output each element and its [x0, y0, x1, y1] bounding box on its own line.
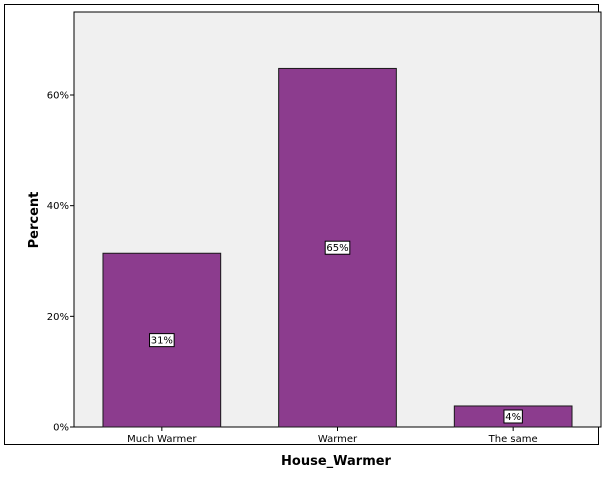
data-label: 31% [151, 336, 173, 347]
y-tick-label: 20% [47, 312, 69, 323]
data-label: 65% [326, 243, 348, 254]
bars: 31% 65% 4% [102, 67, 573, 428]
y-axis-title: Percent [27, 192, 42, 249]
data-label: 4% [505, 412, 521, 423]
data-label-box [503, 409, 523, 424]
data-label-box [149, 333, 175, 348]
x-axis: Much Warmer Warmer The same [127, 427, 538, 445]
y-tick-label: 60% [47, 91, 69, 102]
data-label-box [324, 240, 351, 255]
x-tick-label: The same [488, 434, 538, 445]
x-tick-label: Much Warmer [127, 434, 197, 445]
y-tick-label: 40% [47, 201, 69, 212]
x-axis-title: House_Warmer [281, 454, 392, 469]
y-axis: 0% 20% 40% 60% [47, 91, 74, 434]
y-tick-label: 0% [53, 423, 69, 434]
x-tick-label: Warmer [318, 434, 358, 445]
